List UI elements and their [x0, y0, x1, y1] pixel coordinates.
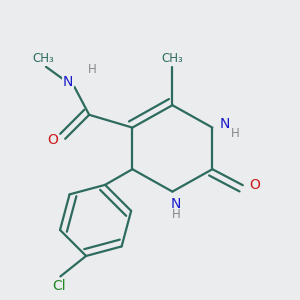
Text: O: O — [250, 178, 260, 192]
Text: CH₃: CH₃ — [161, 52, 183, 65]
Text: N: N — [220, 117, 230, 131]
Text: CH₃: CH₃ — [32, 52, 54, 65]
Text: Cl: Cl — [52, 279, 66, 293]
Text: N: N — [63, 75, 73, 89]
Text: O: O — [48, 134, 58, 147]
Text: N: N — [171, 197, 181, 212]
Text: H: H — [172, 208, 181, 221]
Text: H: H — [230, 127, 239, 140]
Text: H: H — [88, 64, 97, 76]
